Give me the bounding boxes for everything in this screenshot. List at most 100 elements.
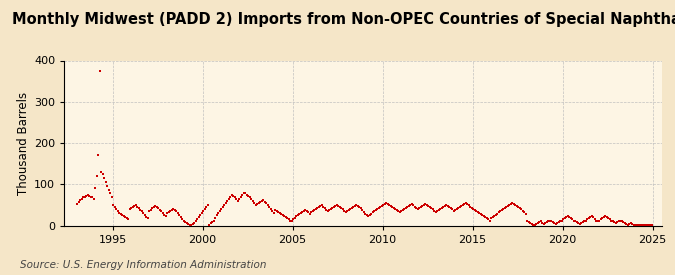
Point bbox=[184, 222, 195, 227]
Point bbox=[309, 208, 320, 212]
Point bbox=[152, 205, 163, 209]
Point bbox=[493, 210, 504, 214]
Point bbox=[489, 214, 500, 219]
Point bbox=[469, 208, 480, 212]
Point bbox=[114, 211, 125, 215]
Point bbox=[196, 211, 207, 215]
Point bbox=[255, 199, 266, 204]
Point bbox=[223, 196, 234, 201]
Point bbox=[292, 213, 303, 217]
Point bbox=[146, 208, 157, 212]
Point bbox=[507, 201, 518, 205]
Point bbox=[190, 219, 201, 224]
Point bbox=[429, 208, 439, 213]
Point bbox=[80, 194, 90, 199]
Point bbox=[219, 203, 230, 207]
Point bbox=[178, 219, 189, 224]
Point bbox=[86, 194, 97, 199]
Point bbox=[387, 205, 398, 209]
Point bbox=[543, 219, 554, 224]
Point bbox=[244, 195, 255, 200]
Point bbox=[308, 209, 319, 213]
Point bbox=[327, 206, 338, 210]
Point bbox=[345, 207, 356, 211]
Point bbox=[325, 207, 336, 211]
Point bbox=[379, 202, 390, 206]
Point bbox=[492, 212, 503, 216]
Point bbox=[169, 208, 180, 212]
Point bbox=[645, 223, 655, 227]
Point bbox=[98, 172, 109, 176]
Point bbox=[361, 213, 372, 217]
Point bbox=[297, 210, 308, 214]
Point bbox=[442, 204, 453, 208]
Point bbox=[465, 204, 476, 209]
Point bbox=[514, 206, 525, 210]
Point bbox=[286, 219, 297, 224]
Point bbox=[579, 219, 590, 224]
Point bbox=[101, 180, 111, 184]
Point bbox=[102, 184, 113, 189]
Point bbox=[437, 206, 448, 210]
Point bbox=[502, 204, 513, 208]
Point bbox=[142, 216, 153, 220]
Point bbox=[485, 218, 495, 223]
Point bbox=[447, 207, 458, 211]
Point bbox=[125, 207, 136, 211]
Point bbox=[450, 208, 461, 212]
Point bbox=[221, 201, 232, 205]
Point bbox=[147, 206, 158, 210]
Point bbox=[598, 215, 609, 219]
Point bbox=[423, 204, 434, 208]
Point bbox=[522, 218, 533, 223]
Point bbox=[163, 210, 174, 214]
Point bbox=[240, 191, 251, 196]
Point bbox=[209, 218, 219, 223]
Point bbox=[566, 216, 576, 220]
Point bbox=[87, 195, 98, 200]
Point bbox=[513, 205, 524, 209]
Point bbox=[587, 214, 597, 219]
Point bbox=[84, 194, 95, 198]
Point bbox=[339, 208, 350, 213]
Point bbox=[105, 190, 116, 195]
Point bbox=[452, 207, 462, 211]
Point bbox=[284, 217, 294, 222]
Point bbox=[330, 204, 341, 208]
Point bbox=[459, 202, 470, 206]
Point bbox=[558, 217, 568, 222]
Point bbox=[176, 215, 186, 219]
Point bbox=[74, 199, 84, 204]
Point bbox=[129, 204, 140, 208]
Point bbox=[624, 222, 634, 226]
Point bbox=[402, 205, 412, 209]
Point bbox=[392, 208, 402, 212]
Point bbox=[486, 216, 497, 220]
Point bbox=[356, 206, 367, 210]
Point bbox=[420, 202, 431, 206]
Point bbox=[577, 220, 588, 224]
Point bbox=[412, 207, 423, 211]
Point bbox=[381, 201, 392, 205]
Point bbox=[441, 203, 452, 207]
Point bbox=[400, 206, 411, 210]
Point bbox=[159, 213, 170, 217]
Point bbox=[625, 221, 636, 225]
Point bbox=[335, 205, 346, 209]
Point bbox=[539, 222, 549, 227]
Point bbox=[201, 205, 212, 209]
Point bbox=[291, 214, 302, 219]
Point bbox=[540, 221, 551, 225]
Point bbox=[425, 205, 435, 209]
Point bbox=[238, 190, 249, 195]
Point bbox=[336, 206, 347, 210]
Point bbox=[130, 203, 141, 207]
Point bbox=[496, 208, 507, 212]
Point bbox=[282, 216, 293, 220]
Point bbox=[546, 219, 557, 224]
Point bbox=[338, 207, 348, 211]
Point bbox=[550, 222, 561, 226]
Point bbox=[231, 196, 242, 201]
Point bbox=[506, 202, 516, 206]
Point bbox=[213, 211, 224, 215]
